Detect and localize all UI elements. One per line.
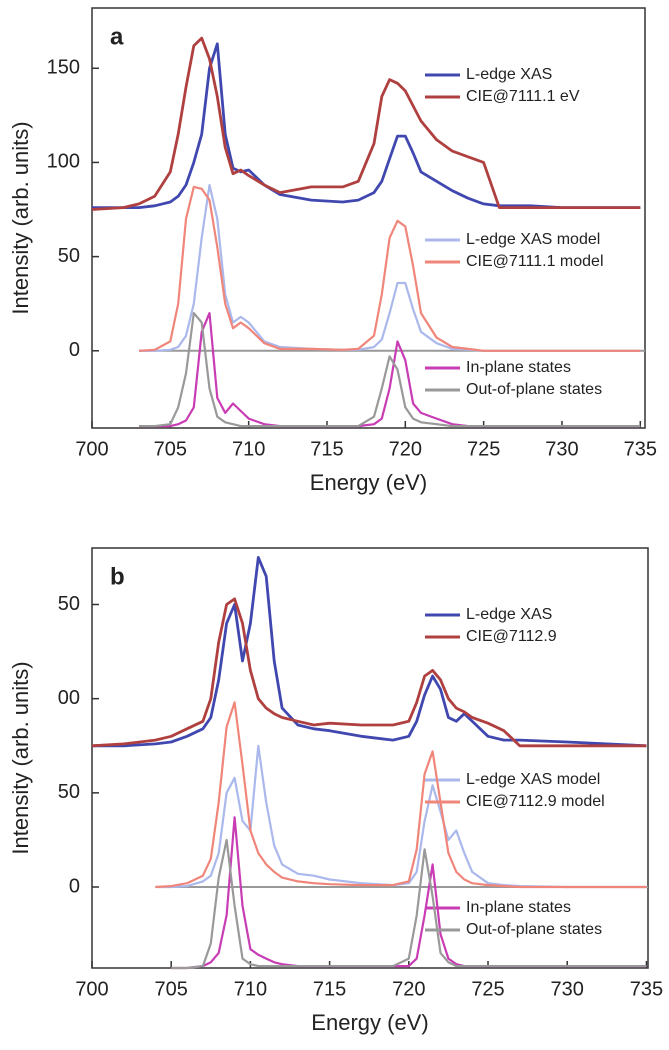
- y-tick-label: 50: [58, 593, 80, 615]
- x-tick-label: 730: [551, 978, 584, 1000]
- x-tick-label: 735: [624, 438, 657, 460]
- legend-label: Out-of-plane states: [466, 381, 602, 398]
- x-tick-label: 720: [389, 438, 422, 460]
- series-line: [171, 838, 647, 970]
- y-tick-label: 50: [58, 245, 80, 267]
- legend-label: L-edge XAS model: [466, 771, 600, 788]
- series-line: [92, 42, 641, 209]
- legend-label: In-plane states: [466, 899, 571, 916]
- series-line: [138, 185, 641, 352]
- plot-frame: [91, 7, 646, 429]
- x-tick-label: 735: [630, 978, 663, 1000]
- series-line: [155, 701, 647, 889]
- legend-label: Out-of-plane states: [466, 921, 602, 938]
- y-tick-label: 50: [58, 781, 80, 803]
- y-tick-label: 00: [58, 687, 80, 709]
- x-tick-label: 715: [313, 978, 346, 1000]
- legend-label: CIE@7111.1 eV: [466, 88, 580, 105]
- x-tick-label: 725: [471, 978, 504, 1000]
- y-tick-label: 0: [69, 339, 80, 361]
- x-tick-label: 725: [467, 438, 500, 460]
- x-axis-label: Energy (eV): [311, 1010, 428, 1035]
- legend-label: CIE@7112.9: [466, 628, 557, 645]
- y-tick-label: 150: [47, 57, 80, 79]
- series-line: [92, 556, 647, 748]
- legend-label: CIE@7111.1 model: [466, 253, 604, 270]
- y-tick-label: 100: [47, 151, 80, 173]
- series-line: [91, 36, 641, 211]
- y-axis-label: Intensity (arb. units): [8, 661, 33, 854]
- x-axis-label: Energy (eV): [310, 470, 427, 495]
- series-line: [91, 597, 647, 748]
- panel-label: b: [110, 563, 125, 590]
- series-line: [155, 744, 647, 889]
- plot-frame: [91, 547, 649, 969]
- x-tick-label: 700: [75, 978, 108, 1000]
- y-axis-label: Intensity (arb. units): [8, 121, 33, 314]
- y-tick-label: 0: [69, 875, 80, 897]
- series-line: [139, 312, 641, 428]
- legend-label: In-plane states: [466, 359, 571, 376]
- x-tick-label: 720: [392, 978, 425, 1000]
- series-line: [171, 816, 647, 970]
- x-tick-label: 700: [75, 438, 108, 460]
- x-tick-label: 730: [545, 438, 578, 460]
- x-tick-label: 705: [155, 978, 188, 1000]
- x-tick-label: 705: [154, 438, 187, 460]
- legend-label: L-edge XAS model: [466, 231, 600, 248]
- x-tick-label: 710: [232, 438, 265, 460]
- legend-label: CIE@7112.9 model: [466, 793, 605, 810]
- legend-label: L-edge XAS: [466, 66, 552, 83]
- legend-label: L-edge XAS: [466, 606, 552, 623]
- panel-label: a: [110, 23, 124, 50]
- x-tick-label: 710: [234, 978, 267, 1000]
- x-tick-label: 715: [310, 438, 343, 460]
